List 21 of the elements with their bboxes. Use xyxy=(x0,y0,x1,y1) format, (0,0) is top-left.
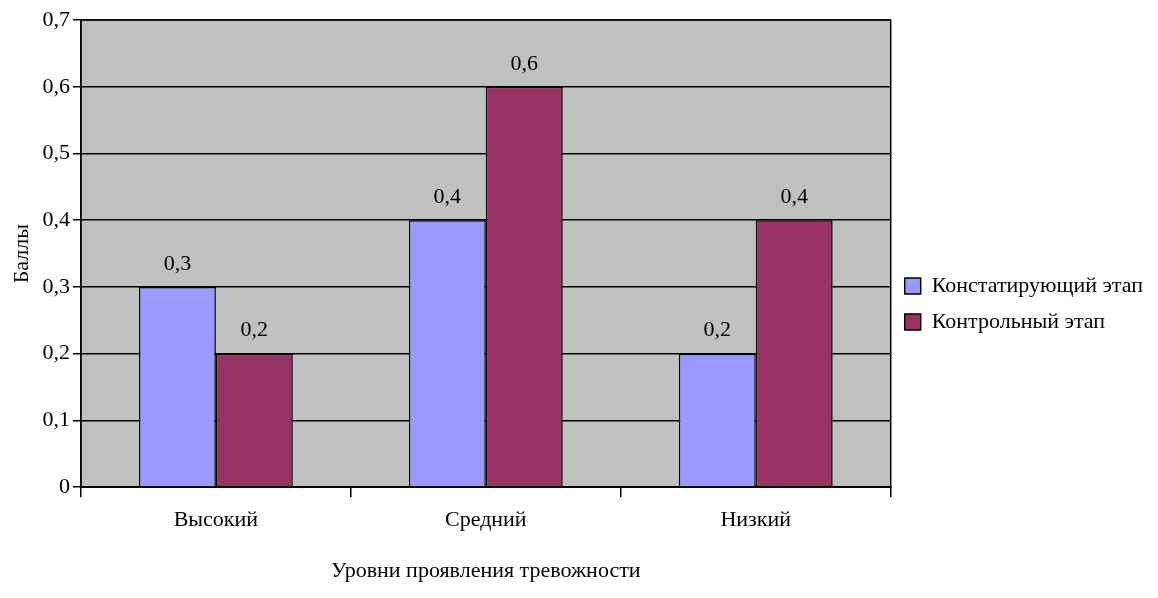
y-tick-label: 0,5 xyxy=(42,139,70,165)
legend-label: Констатирующий этап xyxy=(931,271,1144,297)
x-axis-title: Уровни проявления тревожности xyxy=(331,556,641,582)
data-label: 0,2 xyxy=(703,316,732,342)
data-label: 0,4 xyxy=(433,183,462,209)
y-axis-title: Баллы xyxy=(7,223,33,284)
data-label: 0,3 xyxy=(163,249,192,275)
data-label: 0,2 xyxy=(240,316,269,342)
x-tick-label: Низкий xyxy=(720,506,792,532)
y-tick-label: 0,3 xyxy=(42,272,70,298)
x-tick-label: Высокий xyxy=(173,506,259,532)
x-tick-label: Средний xyxy=(444,506,527,532)
y-tick-label: 0,2 xyxy=(42,339,70,365)
data-label: 0,4 xyxy=(780,183,808,209)
y-tick-label: 0,1 xyxy=(42,406,70,432)
y-tick-label: 0,7 xyxy=(42,5,70,31)
y-tick-label: 0,4 xyxy=(42,206,70,232)
y-tick-label: 0 xyxy=(58,472,70,498)
legend-label: Контрольный этап xyxy=(931,307,1106,333)
data-label: 0,6 xyxy=(510,49,539,75)
y-tick-label: 0,6 xyxy=(42,72,70,98)
